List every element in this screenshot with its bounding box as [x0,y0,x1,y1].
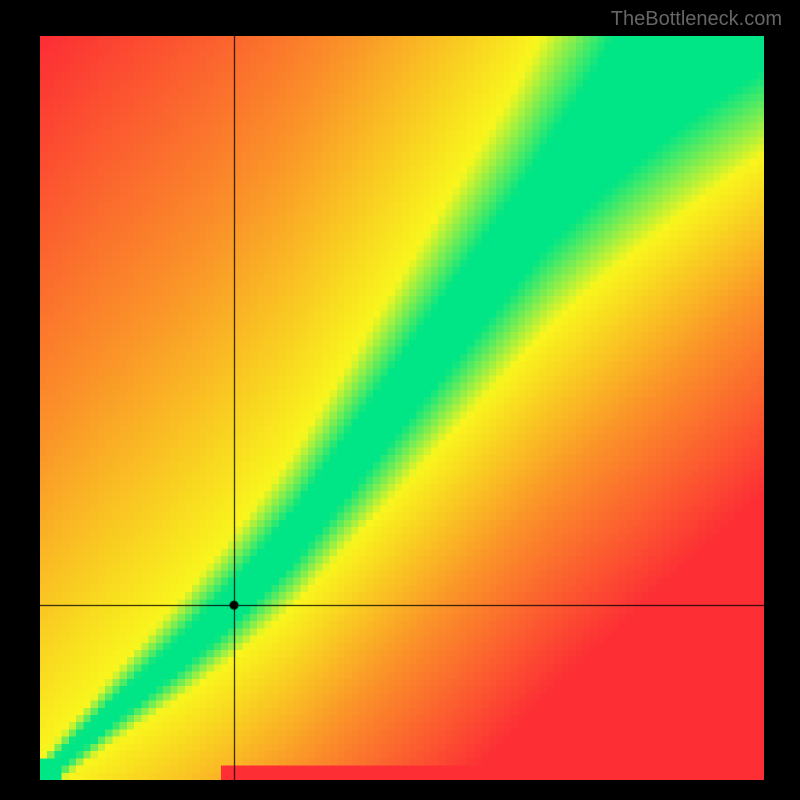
attribution-text: TheBottleneck.com [611,8,782,31]
crosshair-overlay [40,36,764,780]
